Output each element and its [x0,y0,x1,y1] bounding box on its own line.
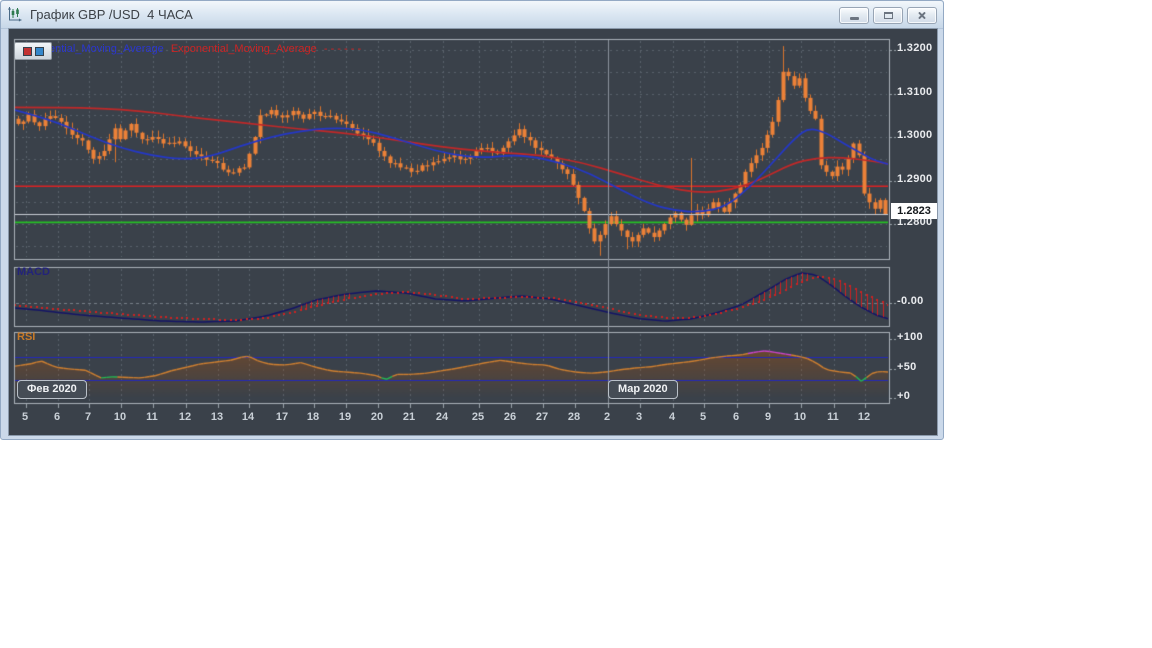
close-icon [917,11,927,20]
chart-app-icon [7,7,22,22]
close-button[interactable] [907,7,937,24]
chart-window: График GBP /USD 4 ЧАСА [0,0,944,440]
chart-client-area [8,28,938,436]
restore-icon [883,12,893,19]
window-controls [839,7,937,24]
minimize-button[interactable] [839,7,869,24]
restore-button[interactable] [873,7,903,24]
price-chart-canvas[interactable] [9,29,937,435]
window-title: График GBP /USD 4 ЧАСА [30,7,193,22]
minimize-icon [849,17,859,20]
titlebar[interactable]: График GBP /USD 4 ЧАСА [1,1,943,29]
